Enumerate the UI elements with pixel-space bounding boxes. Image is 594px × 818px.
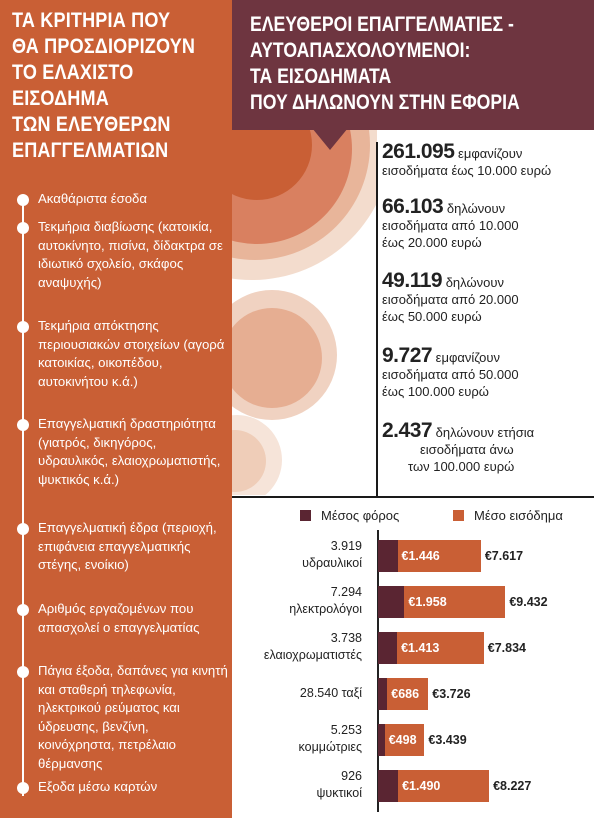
stat-block: 2.437 δηλώνουν ετήσια εισοδήματα άνω των… [382, 419, 590, 475]
legend-tax: Μέσος φόρος [300, 508, 399, 523]
income-value-label: €3.726 [432, 687, 471, 701]
stat-text: δηλώνουν [442, 275, 504, 290]
stat-text: εισοδήματα άνω [420, 442, 514, 457]
stat-number: 2.437 [382, 419, 433, 442]
stats-divider [376, 142, 378, 497]
timeline-line [22, 196, 24, 796]
criterion-item: Ακαθάριστα έσοδα [38, 191, 148, 206]
stat-text: έως 100.000 ευρώ [382, 384, 489, 399]
stat-number: 9.727 [382, 344, 433, 367]
stat-text: εισοδήματα έως 10.000 ευρώ [382, 163, 552, 178]
bullet-dot [17, 419, 29, 431]
stat-number: 261.095 [382, 140, 455, 163]
tax-value-label: €686 [391, 687, 420, 701]
tax-bar [378, 586, 405, 618]
stat-text: έως 20.000 ευρώ [382, 235, 482, 250]
criteria-title-line: ΕΠΑΓΓΕΛΜΑΤΙΩΝ [12, 139, 169, 162]
chart-axis [377, 530, 379, 812]
income-title: ΕΛΕΥΘΕΡΟΙ ΕΠΑΓΓΕΛΜΑΤΙΕΣ - ΑΥΤΟΑΠΑΣΧΟΛΟΥΜ… [250, 12, 536, 116]
category-label: 926 ψυκτικοί [316, 769, 362, 800]
criteria-title-line: ΤΩΝ ΕΛΕΥΘΕΡΩΝ [12, 113, 171, 136]
stat-block: 9.727 εμφανίζουν εισοδήματα από 50.000 έ… [382, 344, 590, 400]
stat-text: εμφανίζουν [454, 146, 523, 161]
section-divider [232, 496, 594, 498]
tax-bar [378, 724, 385, 756]
income-value-label: €3.439 [428, 733, 467, 747]
tax-value-label: €498 [388, 733, 417, 747]
bullet-dot [17, 523, 29, 535]
stat-text: εισοδήματα από 20.000 [382, 292, 519, 307]
income-title-line: ΕΛΕΥΘΕΡΟΙ ΕΠΑΓΓΕΛΜΑΤΙΕΣ - [250, 13, 514, 36]
stat-block: 66.103 δηλώνουν εισοδήματα από 10.000 έω… [382, 195, 590, 251]
legend-swatch-tax [300, 510, 311, 521]
tax-value-label: €1.490 [402, 779, 441, 793]
stat-block: 49.119 δηλώνουν εισοδήματα από 20.000 έω… [382, 269, 590, 325]
stat-number: 66.103 [382, 195, 444, 218]
tax-value-label: €1.958 [408, 595, 447, 609]
criterion-item: Εξοδα μέσω καρτών [38, 779, 158, 794]
chart-row: 7.294 ηλεκτρολόγοι €1.958 €9.432 [232, 584, 594, 624]
criterion-item: Αριθμός εργαζομένων που απασχολεί ο επαγ… [38, 601, 200, 635]
income-value-label: €7.617 [484, 549, 524, 563]
bullet-dot [17, 222, 29, 234]
chart-row: 5.253 κομμώτριες €498 €3.439 [232, 722, 594, 762]
category-label: 28.540 ταξί [299, 686, 362, 700]
legend-income: Μέσο εισόδημα [453, 508, 563, 523]
income-value-label: €9.432 [509, 595, 548, 609]
income-value-label: €7.834 [487, 641, 526, 655]
tax-value-label: €1.413 [401, 641, 440, 655]
bullet-dot [17, 194, 29, 206]
criterion-item: Τεκμήρια απόκτησης περιουσιακών στοιχείω… [38, 318, 225, 389]
tax-bar [378, 632, 398, 664]
bullet-dot [17, 782, 29, 794]
income-bar [378, 724, 425, 756]
stat-text: δηλώνουν ετήσια [432, 425, 535, 440]
stat-text: εμφανίζουν [432, 350, 500, 365]
criteria-panel: ΤΑ ΚΡΙΤΗΡΙΑ ΠΟΥ ΘΑ ΠΡΟΣΔΙΟΡΙΖΟΥΝ ΤΟ ΕΛΑΧ… [0, 0, 232, 818]
income-title-line: ΠΟΥ ΔΗΛΩΝΟΥΝ ΣΤΗΝ ΕΦΟΡΙΑ [250, 91, 520, 114]
stat-block: 261.095 εμφανίζουν εισοδήματα έως 10.000… [382, 140, 590, 179]
tax-bar [378, 540, 398, 572]
category-label: 7.294 ηλεκτρολόγοι [289, 585, 362, 616]
criterion-item: Επαγγελματική έδρα (περιοχή, επιφάνεια ε… [38, 520, 217, 572]
stat-text: δηλώνουν [443, 201, 506, 216]
tax-bar [378, 678, 388, 710]
stat-text: των 100.000 ευρώ [408, 459, 515, 474]
bullet-dot [17, 666, 29, 678]
tax-value-label: €1.446 [401, 549, 440, 563]
header-pointer [312, 128, 348, 150]
category-label: 5.253 κομμώτριες [298, 723, 362, 754]
criteria-title: ΤΑ ΚΡΙΤΗΡΙΑ ΠΟΥ ΘΑ ΠΡΟΣΔΙΟΡΙΖΟΥΝ ΤΟ ΕΛΑΧ… [12, 8, 196, 164]
category-label: 3.738 ελαιοχρωματιστές [263, 631, 362, 662]
criteria-title-line: ΤΟ ΕΛΑΧΙΣΤΟ [12, 61, 134, 84]
chart-row: 3.738 ελαιοχρωματιστές €1.413 €7.834 [232, 630, 594, 670]
legend-label: Μέσο εισόδημα [474, 508, 563, 523]
legend-swatch-income [453, 510, 464, 521]
criterion-item: Τεκμήρια διαβίωσης (κατοικία, αυτοκίνητο… [38, 219, 223, 290]
bullet-dot [17, 604, 29, 616]
criteria-title-line: ΕΙΣΟΔΗΜΑ [12, 87, 109, 110]
chart-row: 3.919 υδραυλικοί €1.446 €7.617 [232, 538, 594, 578]
income-title-line: ΑΥΤΟΑΠΑΣΧΟΛΟΥΜΕΝΟΙ: [250, 39, 471, 62]
stat-text: έως 50.000 ευρώ [382, 309, 482, 324]
stat-text: εισοδήματα από 10.000 [382, 218, 519, 233]
income-header: ΕΛΕΥΘΕΡΟΙ ΕΠΑΓΓΕΛΜΑΤΙΕΣ - ΑΥΤΟΑΠΑΣΧΟΛΟΥΜ… [232, 0, 594, 130]
stat-number: 49.119 [382, 269, 443, 292]
tax-bar [378, 770, 399, 802]
criteria-title-line: ΘΑ ΠΡΟΣΔΙΟΡΙΖΟΥΝ [12, 35, 196, 58]
category-label: 3.919 υδραυλικοί [302, 539, 362, 570]
criterion-item: Πάγια έξοδα, δαπάνες για κινητή και σταθ… [38, 663, 228, 771]
criterion-item: Επαγγελματική δραστηριότητα (γιατρός, δι… [38, 416, 221, 487]
chart-row: 926 ψυκτικοί €1.490 €8.227 [232, 768, 594, 808]
legend-label: Μέσος φόρος [321, 508, 400, 523]
income-value-label: €8.227 [493, 779, 532, 793]
income-title-line: ΤΑ ΕΙΣΟΔΗΜΑΤΑ [250, 65, 392, 88]
stat-text: εισοδήματα από 50.000 [382, 367, 519, 382]
criteria-title-line: ΤΑ ΚΡΙΤΗΡΙΑ ΠΟΥ [12, 9, 171, 32]
bullet-dot [17, 321, 29, 333]
decorative-circles [232, 130, 377, 495]
deco-circle [232, 308, 322, 408]
chart-row: 28.540 ταξί €686 €3.726 [232, 676, 594, 716]
